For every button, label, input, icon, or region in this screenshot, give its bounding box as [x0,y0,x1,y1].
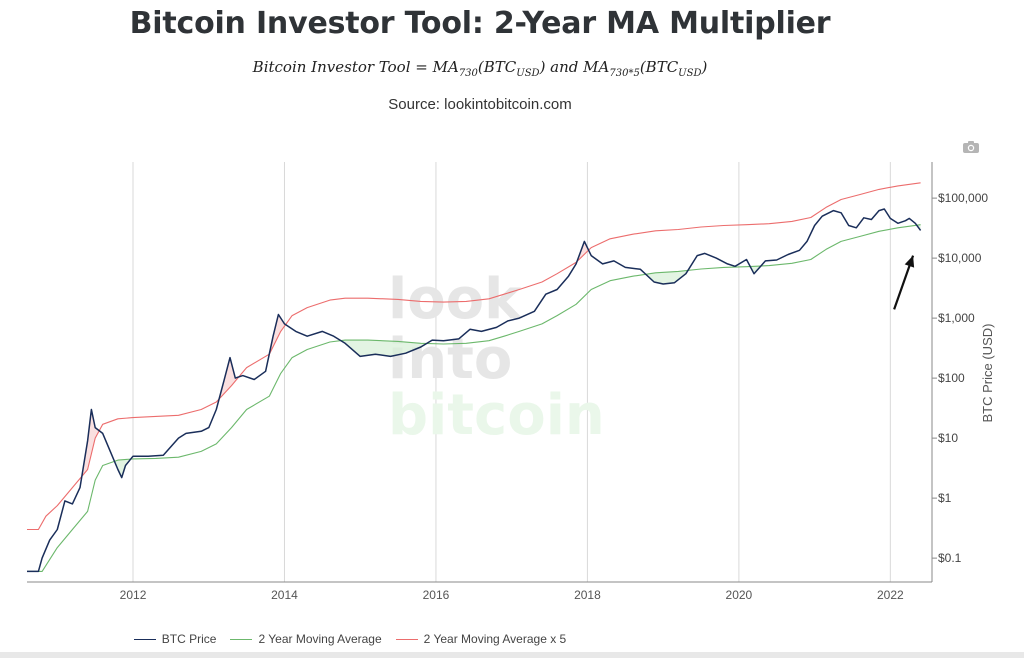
buy-zone-fill [341,340,427,357]
annotations [893,255,915,310]
legend-item-btc-price[interactable]: BTC Price [133,632,217,646]
legend-swatch [133,638,156,640]
legend-swatch [230,638,253,640]
y-tick-label: $0.1 [938,551,962,565]
arrow-annotation-icon [893,255,915,310]
legend-label: 2 Year Moving Average x 5 [423,632,567,646]
buy-zone-fill [750,266,761,274]
sell-zone-fill [577,241,589,261]
chart-title: Bitcoin Investor Tool: 2-Year MA Multipl… [129,6,831,41]
x-tick-label: 2018 [574,588,601,602]
watermark: look into bitcoin [388,267,605,448]
series-line-2-year-moving-average [27,224,921,572]
legend-item-2-year-moving-average-x-5[interactable]: 2 Year Moving Average x 5 [395,632,567,646]
y-axis-label: BTC Price (USD) [980,324,995,423]
y-tick-label: $10 [938,431,958,445]
y-tick-label: $10,000 [938,251,982,265]
y-tick-label: $1 [938,491,952,505]
camera-icon[interactable] [962,140,980,154]
x-tick-label: 2016 [423,588,450,602]
chart-legend: BTC Price 2 Year Moving Average 2 Year Mov… [0,629,700,649]
series-line-2-year-moving-average-x-5 [27,182,921,531]
chart-source: Source: lookintobitcoin.com [388,96,572,113]
legend-item-2-year-moving-average[interactable]: 2 Year Moving Average [230,632,382,646]
legend-label: BTC Price [161,632,217,646]
watermark-look: look [388,267,523,332]
y-tick-label: $1,000 [938,311,975,325]
chart-formula: Bitcoin Investor Tool = MA730(BTCUSD) an… [252,58,708,79]
x-tick-label: 2022 [877,588,904,602]
series-lines [27,182,922,573]
band-fills [82,224,921,478]
grid-lines [132,162,891,582]
x-tick-label: 2020 [726,588,753,602]
watermark-into: into [388,327,512,392]
sell-zone-fill [219,357,239,399]
axes: 2012 2014 2016 2018 2020 2022 $0.1 $1 $10 $100 $1,… [27,162,988,602]
series-line-btc-price [27,208,922,573]
x-tick-label: 2012 [120,588,147,602]
watermark-bitcoin: bitcoin [388,383,605,448]
bottom-scrollbar [0,652,1024,658]
x-tick-label: 2014 [271,588,298,602]
y-tick-label: $100 [938,371,965,385]
legend-swatch [395,638,418,640]
y-tick-label: $100,000 [938,191,988,205]
legend-label: 2 Year Moving Average [258,632,382,646]
sell-zone-fill [269,314,286,355]
chart-svg: look into bitcoin 2012 2014 2016 2018 2020 20… [27,162,995,602]
